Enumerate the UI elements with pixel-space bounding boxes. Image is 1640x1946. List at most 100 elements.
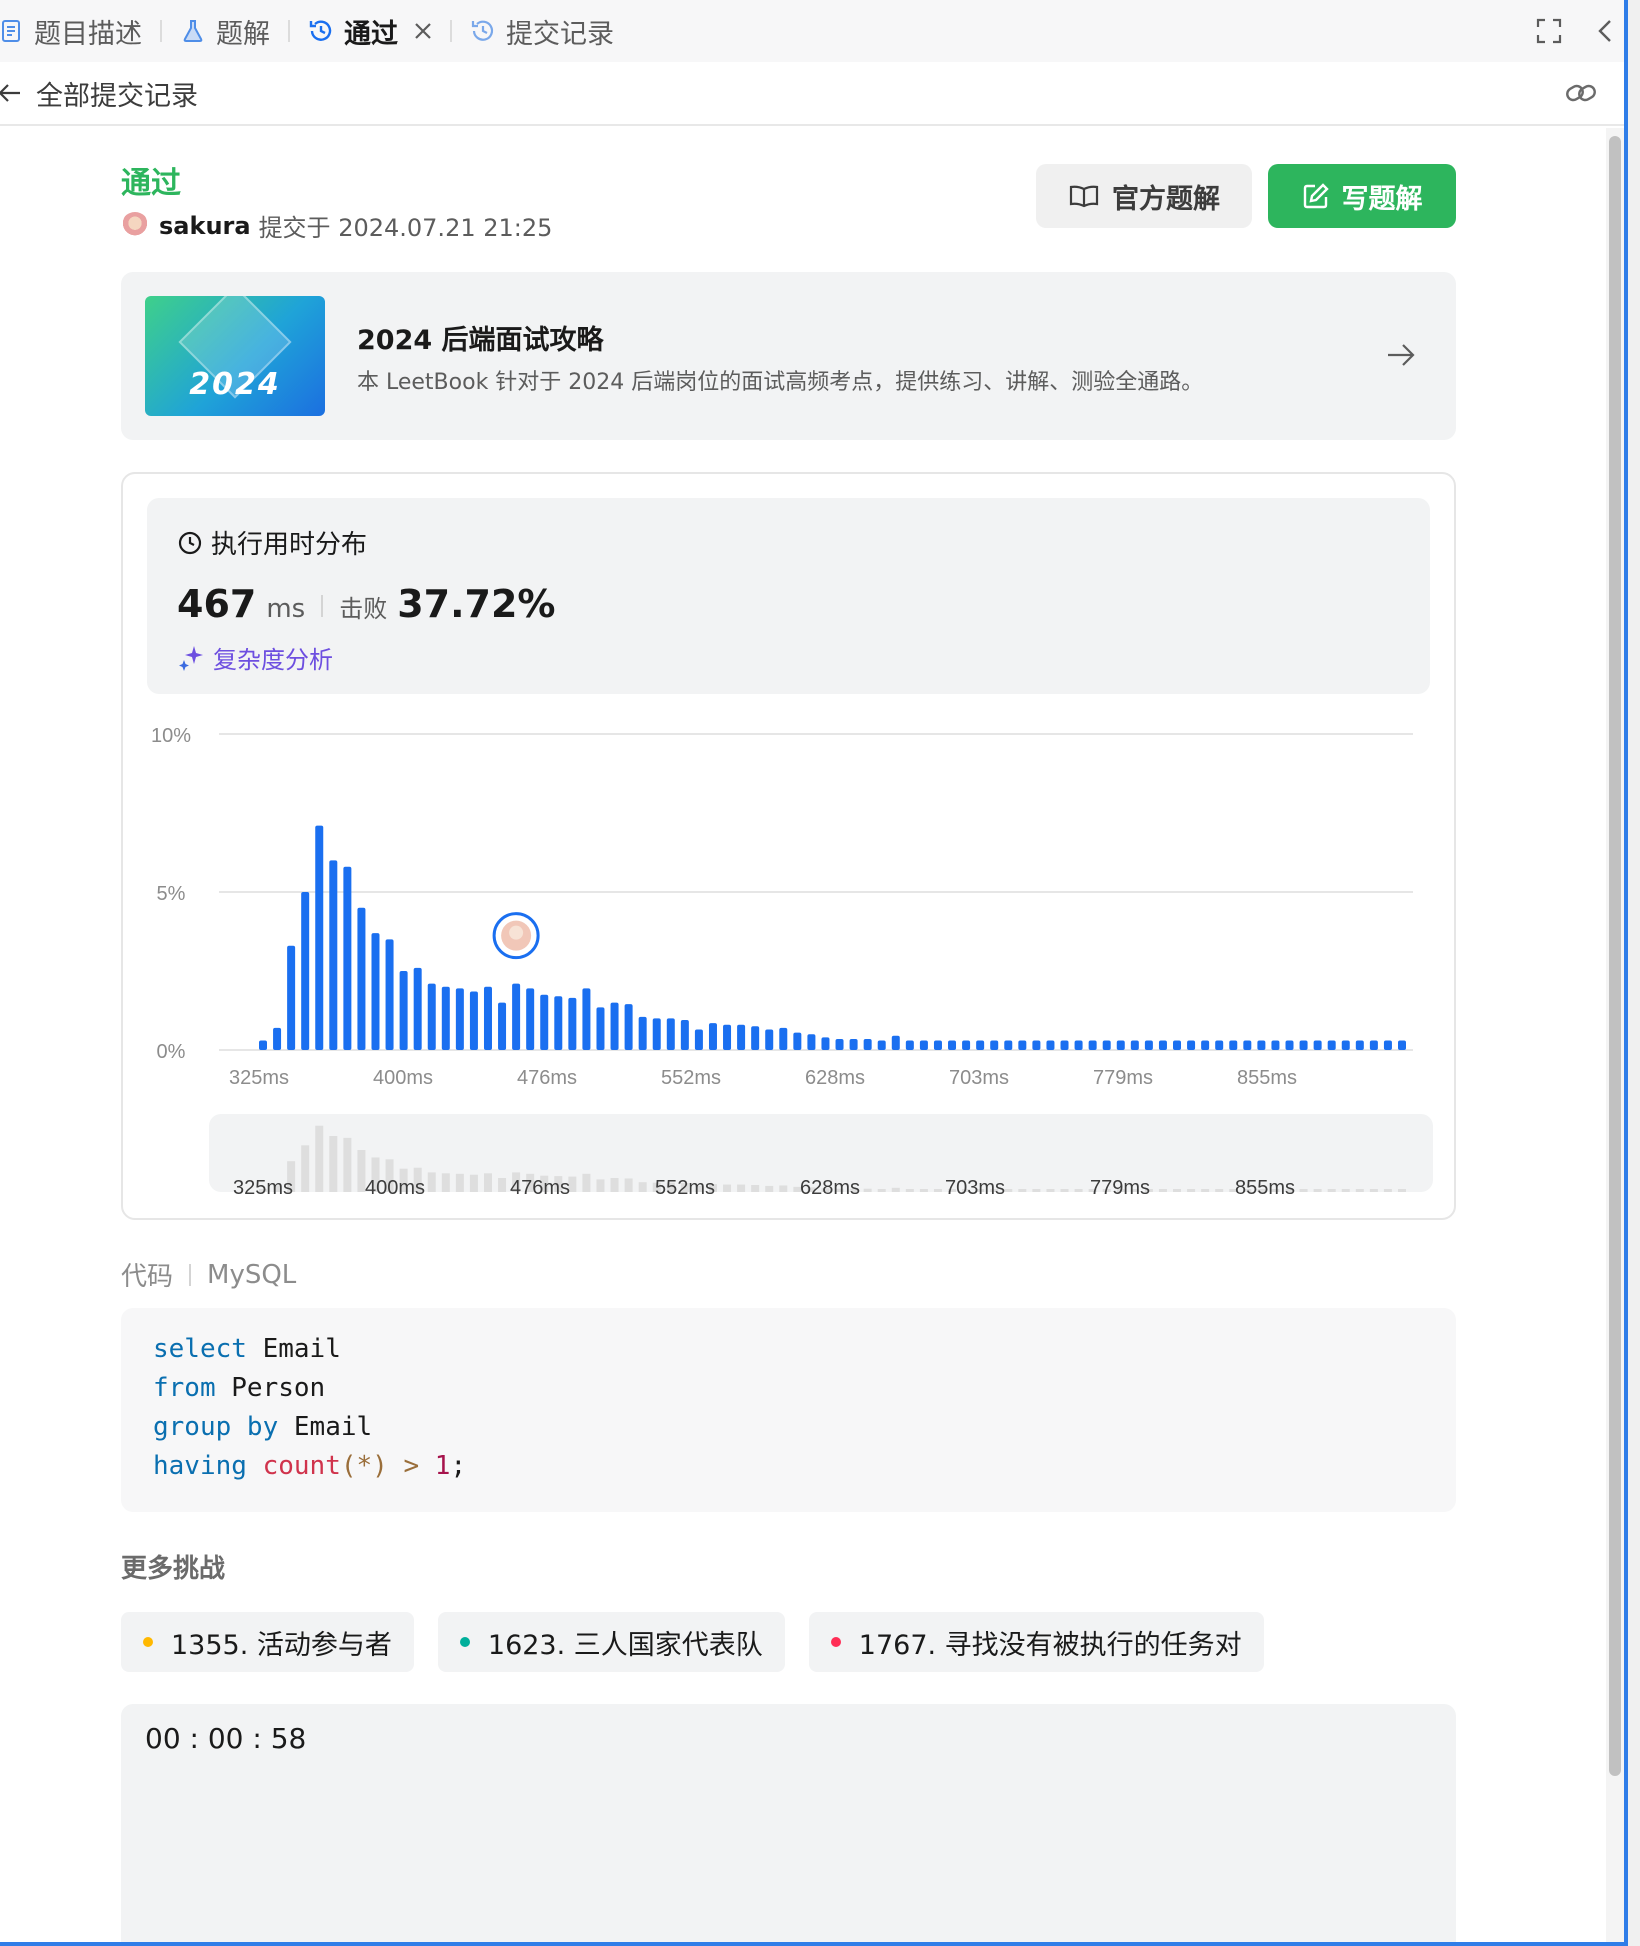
runtime-histogram[interactable]: 10% 5% 0% 325ms 400ms 476ms 552ms 628ms 703ms 77… <box>123 474 1454 1218</box>
scrollbar[interactable] <box>1606 128 1624 1942</box>
overview-bar <box>1102 1189 1111 1192</box>
histogram-bar <box>399 971 408 1050</box>
histogram-bar <box>1243 1040 1252 1050</box>
histogram-bar <box>1215 1040 1224 1050</box>
tab-accepted[interactable]: 通过 <box>308 0 432 62</box>
histogram-bar <box>483 986 492 1050</box>
histogram-bar <box>596 1007 605 1050</box>
histogram-bar <box>793 1032 802 1050</box>
back-arrow-icon[interactable] <box>0 78 26 108</box>
code-token: from <box>153 1373 216 1403</box>
history-icon <box>470 18 496 44</box>
runtime-summary: 执行用时分布 467 ms 击败 37.72% 复杂度分析 <box>147 498 1430 694</box>
link-icon[interactable] <box>1564 78 1598 112</box>
histogram-bar <box>962 1040 971 1050</box>
histogram-bar <box>582 988 591 1050</box>
complexity-analysis-link[interactable]: 复杂度分析 <box>177 640 333 675</box>
arrow-right-icon[interactable] <box>1386 342 1416 372</box>
histogram-bar <box>498 1002 507 1050</box>
tab-solutions[interactable]: 题解 <box>180 0 270 62</box>
code-token: > <box>387 1451 435 1481</box>
beat-percentage: 37.72% <box>397 582 556 626</box>
overview-bar <box>1369 1189 1378 1192</box>
challenge-chip[interactable]: 1355. 活动参与者 <box>121 1612 414 1672</box>
code-block[interactable]: select Email from Person group by Email hav… <box>121 1308 1456 1512</box>
overview-bar <box>1158 1189 1167 1192</box>
histogram-bar <box>835 1038 844 1050</box>
overview-bar <box>301 1145 310 1192</box>
overview-bar <box>652 1182 661 1192</box>
overview-bar <box>976 1189 985 1192</box>
overview-bar <box>1398 1189 1406 1192</box>
username[interactable]: sakura <box>159 211 251 240</box>
histogram-bar <box>540 994 549 1050</box>
histogram-bar <box>1327 1040 1336 1050</box>
histogram-bar <box>1341 1040 1350 1050</box>
scrollbar-thumb[interactable] <box>1609 136 1621 1776</box>
code-line: from Person <box>153 1369 1424 1408</box>
challenge-chip[interactable]: 1767. 寻找没有被执行的任务对 <box>808 1612 1264 1672</box>
histogram-bar <box>948 1040 957 1050</box>
overview-bar <box>1229 1189 1238 1192</box>
histogram-bar <box>891 1035 900 1050</box>
close-icon[interactable] <box>414 22 432 40</box>
code-token: * <box>356 1451 373 1481</box>
divider <box>321 595 324 617</box>
x-tick-label: 325ms <box>229 1067 289 1089</box>
tab-description[interactable]: 题目描述 <box>0 0 142 62</box>
overview-bar <box>287 1161 296 1192</box>
button-label: 官方题解 <box>1112 183 1220 215</box>
overview-bar <box>990 1189 999 1192</box>
runtime-heading: 执行用时分布 <box>177 524 367 561</box>
avatar[interactable] <box>121 211 149 240</box>
overview-bar <box>427 1172 436 1192</box>
overview-bar <box>596 1179 605 1192</box>
overview-tick-label: 628ms <box>800 1177 860 1199</box>
overview-bar <box>1201 1189 1210 1192</box>
histogram-bar <box>568 997 577 1050</box>
challenge-label: 1767. 寻找没有被执行的任务对 <box>858 1629 1242 1661</box>
histogram-bar <box>1088 1040 1097 1050</box>
leetbook-banner[interactable]: 2024 2024 后端面试攻略 本 LeetBook 针对于 2024 后端岗… <box>121 272 1456 440</box>
histogram-bar <box>708 1023 717 1050</box>
submitted-time: 提交于 2024.07.21 21:25 <box>258 214 553 242</box>
tab-divider <box>160 20 162 42</box>
overview-tick-label: 855ms <box>1235 1177 1295 1199</box>
submitter-info: sakura 提交于 2024.07.21 21:25 <box>121 208 552 243</box>
tab-divider <box>288 20 290 42</box>
overview-bar <box>1187 1189 1196 1192</box>
histogram-bar <box>371 933 380 1050</box>
fullscreen-icon[interactable] <box>1536 18 1562 44</box>
tab-label: 提交记录 <box>506 18 614 50</box>
y-tick-label: 0% <box>157 1041 186 1063</box>
all-submissions-link[interactable]: 全部提交记录 <box>36 80 198 112</box>
histogram-bar <box>357 907 366 1050</box>
overview-bar <box>821 1188 830 1192</box>
code-token: select <box>153 1334 247 1364</box>
challenge-chip[interactable]: 1623. 三人国家代表队 <box>437 1612 785 1672</box>
histogram-bar <box>751 1026 760 1050</box>
overview-bar <box>512 1172 521 1192</box>
collapse-icon[interactable] <box>1596 18 1614 44</box>
write-solution-button[interactable]: 写题解 <box>1268 164 1456 228</box>
runtime-metric: 467 ms 击败 37.72% <box>177 582 555 626</box>
official-solution-button[interactable]: 官方题解 <box>1036 164 1252 228</box>
overview-bar <box>1341 1189 1350 1192</box>
tab-divider <box>450 20 452 42</box>
x-tick-label: 779ms <box>1093 1067 1153 1089</box>
histogram-bar <box>1116 1040 1125 1050</box>
overview-bar <box>1327 1189 1336 1192</box>
histogram-bar <box>455 988 464 1050</box>
histogram-bar <box>1074 1040 1083 1050</box>
histogram-bar <box>1173 1040 1182 1050</box>
runtime-distribution-card: 执行用时分布 467 ms 击败 37.72% 复杂度分析 10% 5% 0% 32… <box>121 472 1456 1220</box>
overview-bar <box>455 1173 464 1192</box>
tab-submissions[interactable]: 提交记录 <box>470 0 614 62</box>
beat-label: 击败 <box>339 595 388 623</box>
overview-bar <box>708 1184 717 1192</box>
histogram-bar <box>1398 1040 1406 1050</box>
histogram-bar <box>1032 1040 1041 1050</box>
histogram-bar <box>413 967 422 1050</box>
histogram-bar <box>666 1018 675 1050</box>
histogram-bar <box>610 1002 619 1050</box>
